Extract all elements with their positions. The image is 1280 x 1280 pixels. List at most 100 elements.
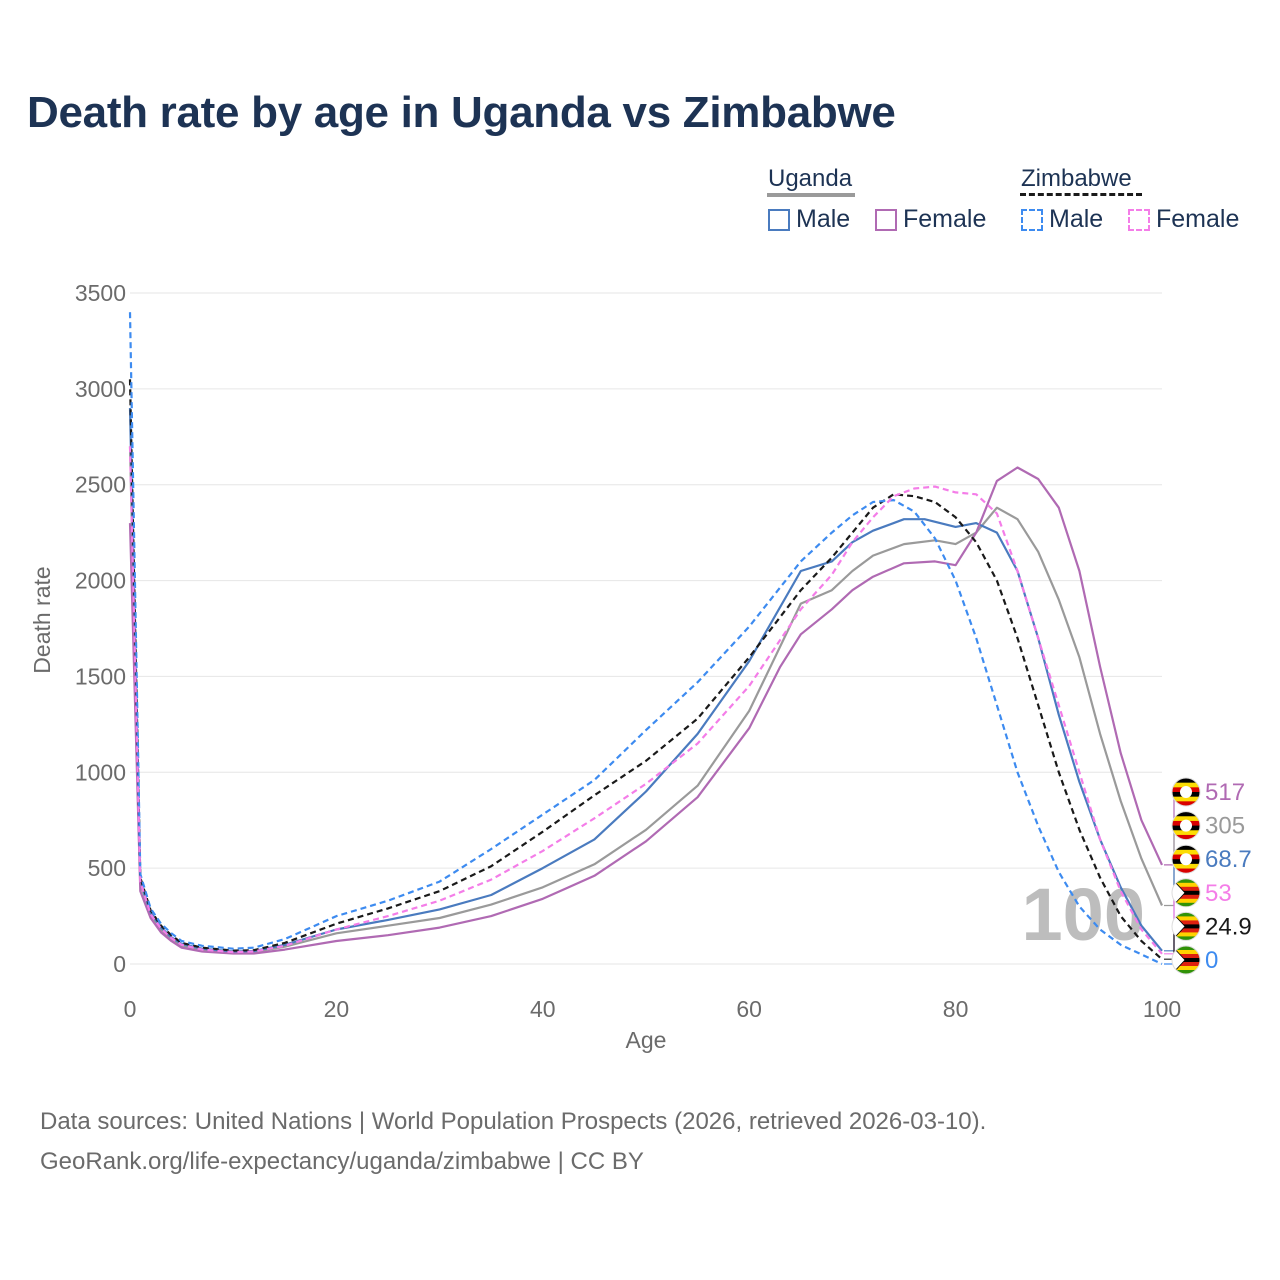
chart-title: Death rate by age in Uganda vs Zimbabwe bbox=[27, 88, 896, 137]
flag-stripe-zimbabwe-female-5 bbox=[1172, 898, 1200, 904]
end-label-uganda-total: 305 bbox=[1205, 813, 1245, 840]
flag-zimbabwe-male bbox=[1171, 945, 1201, 975]
end-label-uganda-male: 68.7 bbox=[1205, 846, 1252, 873]
flag-stripe-uganda-male-4 bbox=[1172, 863, 1200, 870]
flag-stripe-zimbabwe-male-0 bbox=[1172, 946, 1200, 951]
y-axis-ticks: 0 500 1000 1500 2000 2500 3000 3500 bbox=[75, 280, 126, 977]
flag-stripe-zimbabwe-female-3 bbox=[1172, 890, 1200, 896]
legend-zimbabwe-female-label: Female bbox=[1156, 205, 1240, 233]
flag-stripe-zimbabwe-total-3 bbox=[1172, 924, 1200, 929]
legend-uganda-line bbox=[767, 193, 855, 197]
legend-uganda-male-swatch bbox=[768, 208, 790, 231]
flag-emblem-uganda-female bbox=[1180, 786, 1192, 798]
flag-stripe-zimbabwe-total-6 bbox=[1172, 936, 1200, 941]
legend-zimbabwe-female-swatch bbox=[1128, 208, 1150, 231]
flag-border-zimbabwe-total bbox=[1171, 911, 1201, 941]
y-tick-label-1000: 1000 bbox=[75, 759, 126, 785]
legend-zimbabwe-label: Zimbabwe bbox=[1021, 165, 1132, 192]
flag-stripe-zimbabwe-female-2 bbox=[1172, 886, 1200, 892]
series-line-zimbabwe-male bbox=[128, 312, 1163, 965]
flag-stripe-zimbabwe-male-4 bbox=[1172, 962, 1200, 967]
series-layer bbox=[128, 312, 1164, 965]
flag-stripe-uganda-male-0 bbox=[1172, 845, 1200, 851]
y-tick-label-3500: 3500 bbox=[75, 280, 126, 306]
x-axis-ticks: 0 20 40 60 80 100 bbox=[124, 996, 1182, 1022]
flag-stripe-zimbabwe-female-6 bbox=[1172, 902, 1200, 907]
x-tick-label-80: 80 bbox=[943, 996, 969, 1022]
y-tick-label-2000: 2000 bbox=[75, 568, 126, 594]
flag-emblem-uganda-male bbox=[1180, 853, 1192, 866]
flag-zimbabwe-total bbox=[1171, 911, 1201, 941]
legend-uganda-female-label: Female bbox=[903, 205, 987, 233]
flag-stripe-uganda-total-5 bbox=[1172, 834, 1200, 840]
legend-uganda-female-swatch bbox=[875, 208, 897, 231]
flag-uganda-male bbox=[1171, 844, 1201, 874]
legend-uganda-female[interactable]: Female bbox=[875, 205, 986, 234]
flag-zimbabwe-female bbox=[1171, 878, 1201, 908]
flag-stripe-zimbabwe-male-2 bbox=[1172, 954, 1200, 959]
source-line-1: Data sources: United Nations | World Pop… bbox=[40, 1108, 987, 1135]
legend-zimbabwe-male-label: Male bbox=[1049, 205, 1104, 233]
flag-stripe-uganda-total-1 bbox=[1172, 816, 1200, 822]
series-line-uganda-total bbox=[128, 446, 1164, 954]
flag-stripe-uganda-total-0 bbox=[1172, 811, 1200, 817]
x-axis-title: Age bbox=[626, 1027, 667, 1053]
flag-stripe-zimbabwe-total-2 bbox=[1172, 920, 1200, 925]
flag-stripe-uganda-male-1 bbox=[1172, 849, 1200, 856]
flag-uganda-female bbox=[1171, 777, 1201, 807]
flag-stripe-zimbabwe-female-1 bbox=[1172, 882, 1200, 888]
end-label-zimbabwe-female: 53 bbox=[1205, 880, 1232, 907]
flag-stripe-uganda-male-5 bbox=[1172, 868, 1200, 874]
flag-stripes-zimbabwe-male bbox=[1172, 946, 1200, 974]
legend-uganda-male[interactable]: Male bbox=[768, 205, 850, 234]
flag-stripes-zimbabwe-total bbox=[1172, 912, 1200, 941]
flag-stripe-uganda-female-0 bbox=[1172, 778, 1200, 784]
y-tick-label-3000: 3000 bbox=[75, 376, 126, 402]
flag-stripe-uganda-female-1 bbox=[1172, 782, 1200, 788]
flag-stripes-uganda-male bbox=[1172, 845, 1200, 874]
x-tick-label-100: 100 bbox=[1143, 996, 1181, 1022]
flag-uganda-total bbox=[1171, 811, 1201, 841]
flag-stripes-uganda-female bbox=[1172, 778, 1200, 806]
flag-stripe-zimbabwe-female-0 bbox=[1172, 878, 1200, 884]
year-overlay-label: 100 bbox=[1022, 873, 1145, 956]
flag-stripe-zimbabwe-male-6 bbox=[1172, 970, 1200, 974]
x-tick-label-60: 60 bbox=[736, 996, 762, 1022]
flag-stripe-zimbabwe-total-4 bbox=[1172, 928, 1200, 933]
y-tick-label-2500: 2500 bbox=[75, 472, 126, 498]
series-line-uganda-male bbox=[128, 407, 1163, 953]
flag-stripe-zimbabwe-male-3 bbox=[1172, 958, 1200, 963]
series-line-zimbabwe-female bbox=[128, 446, 1163, 955]
end-label-zimbabwe-male: 0 bbox=[1205, 947, 1218, 974]
series-line-uganda-female bbox=[128, 466, 1163, 955]
flag-border-zimbabwe-male bbox=[1171, 945, 1201, 975]
legend-zimbabwe-male[interactable]: Male bbox=[1021, 205, 1103, 234]
x-tick-label-40: 40 bbox=[530, 996, 556, 1022]
flag-border-uganda-total bbox=[1171, 811, 1201, 841]
y-tick-label-500: 500 bbox=[88, 855, 126, 881]
x-tick-label-20: 20 bbox=[324, 996, 350, 1022]
flag-stripes-uganda-total bbox=[1172, 811, 1200, 840]
legend-zimbabwe-female[interactable]: Female bbox=[1128, 205, 1239, 234]
end-label-uganda-female: 517 bbox=[1205, 779, 1245, 806]
flag-border-uganda-female bbox=[1171, 777, 1201, 807]
legend-zimbabwe-line bbox=[1020, 193, 1142, 196]
flag-stripe-zimbabwe-total-5 bbox=[1172, 932, 1200, 937]
flag-stripe-zimbabwe-total-1 bbox=[1172, 916, 1200, 921]
end-labels-layer: 517 305 68.7 53 24.9 0 bbox=[1164, 777, 1252, 975]
flag-stripe-uganda-total-4 bbox=[1172, 830, 1200, 836]
flag-triangle-zimbabwe-male bbox=[1172, 946, 1186, 974]
flag-stripe-zimbabwe-male-1 bbox=[1172, 950, 1200, 955]
flag-border-zimbabwe-female bbox=[1171, 878, 1201, 908]
legend-uganda-male-label: Male bbox=[796, 205, 851, 233]
flag-triangle-zimbabwe-female bbox=[1172, 878, 1186, 907]
source-line-2[interactable]: GeoRank.org/life-expectancy/uganda/zimba… bbox=[40, 1148, 644, 1175]
flag-stripe-zimbabwe-total-0 bbox=[1172, 912, 1200, 917]
series-line-zimbabwe-total bbox=[128, 379, 1163, 961]
flag-stripe-zimbabwe-male-5 bbox=[1172, 966, 1200, 971]
flag-border-uganda-male bbox=[1171, 844, 1201, 874]
legend-zimbabwe-male-swatch bbox=[1021, 208, 1043, 231]
flag-stripe-uganda-female-4 bbox=[1172, 796, 1200, 802]
flag-emblem-uganda-total bbox=[1180, 819, 1192, 832]
